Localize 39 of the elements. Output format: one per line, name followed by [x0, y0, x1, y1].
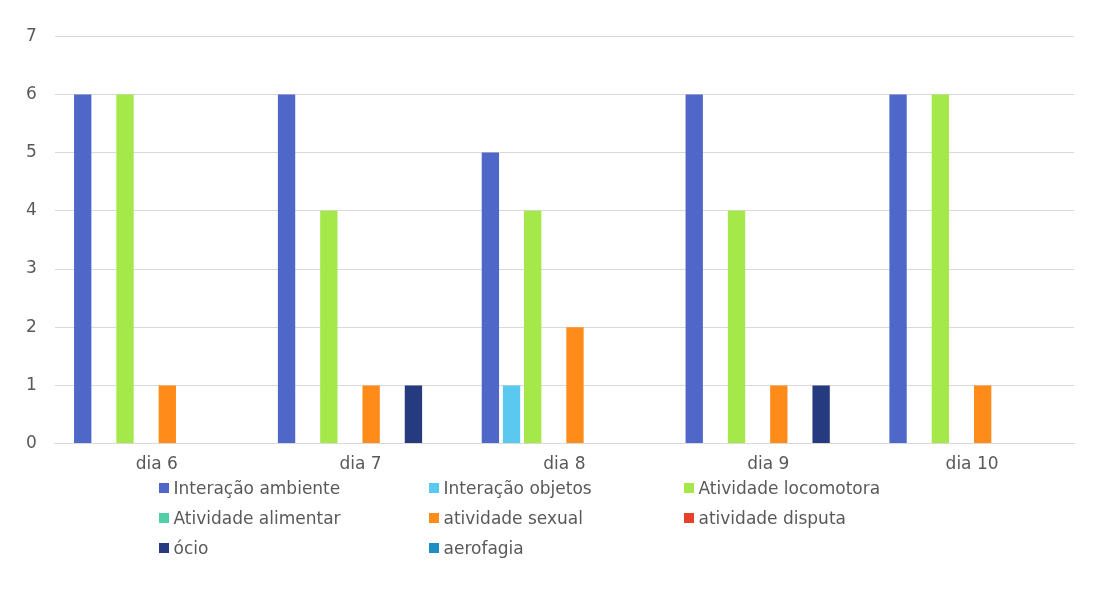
bar: [116, 94, 134, 444]
y-tick-label: 6: [25, 82, 37, 103]
y-tick-label: 2: [25, 315, 37, 336]
legend-label: ócio: [173, 538, 209, 558]
y-tick-label: 1: [25, 373, 37, 394]
bar: [889, 94, 907, 444]
bar: [404, 385, 423, 444]
legend-label: aerofagia: [443, 538, 524, 558]
bar: [277, 94, 296, 444]
y-tick-label: 4: [25, 199, 37, 220]
x-tick-label: dia 10: [945, 453, 999, 474]
bar: [685, 94, 703, 444]
y-tick-label: 0: [25, 432, 37, 453]
bar: [727, 210, 746, 444]
bar: [566, 327, 584, 444]
bar: [770, 385, 788, 444]
legend-label: Atividade locomotora: [698, 478, 881, 498]
legend-label: Atividade alimentar: [173, 508, 341, 528]
y-tick-label: 7: [25, 24, 37, 45]
x-tick-label: dia 7: [339, 453, 382, 474]
bar: [812, 385, 830, 444]
x-tick-label: dia 9: [747, 453, 790, 474]
bar: [320, 210, 338, 444]
legend-label: Interação ambiente: [173, 478, 341, 498]
bar: [524, 210, 542, 444]
bar: [481, 152, 500, 444]
y-tick-label: 3: [25, 257, 37, 278]
bar: [362, 385, 380, 444]
x-tick-label: dia 8: [543, 453, 586, 474]
x-tick-label: dia 6: [135, 453, 178, 474]
bar: [931, 94, 950, 444]
legend-label: atividade disputa: [698, 508, 846, 528]
y-tick-label: 5: [25, 141, 37, 162]
bar: [74, 94, 92, 444]
bar: [158, 385, 176, 444]
bar: [973, 385, 992, 444]
legend-label: atividade sexual: [443, 508, 583, 528]
legend-label: Interação objetos: [443, 478, 592, 498]
bar: [502, 385, 521, 444]
